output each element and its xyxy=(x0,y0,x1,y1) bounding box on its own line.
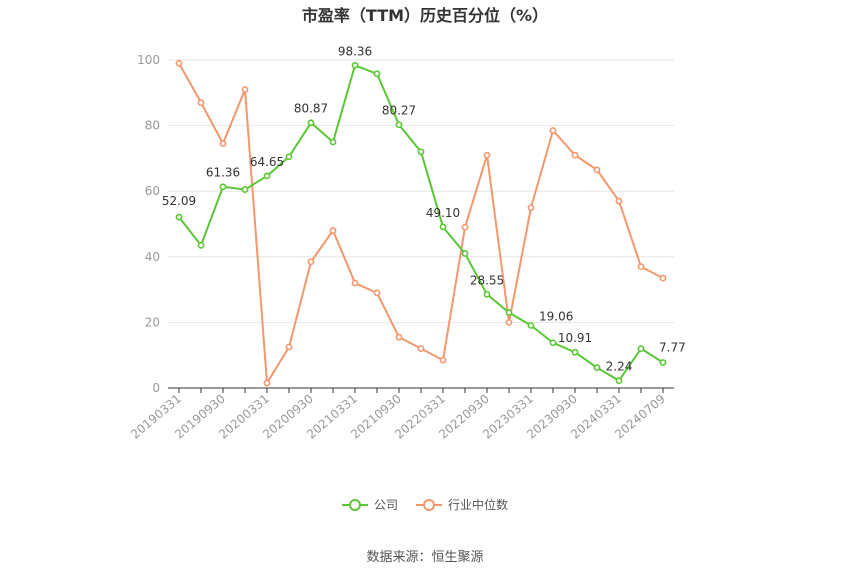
y-tick-label: 20 xyxy=(145,315,160,329)
industry-data-point xyxy=(659,274,667,282)
data-label: 7.77 xyxy=(659,341,686,355)
legend: 公司 行业中位数 xyxy=(0,496,850,513)
company-data-point xyxy=(329,138,337,146)
industry-data-point xyxy=(263,379,271,387)
legend-company-label: 公司 xyxy=(373,498,398,512)
industry-data-point xyxy=(241,86,249,93)
company-data-point xyxy=(307,119,315,127)
industry-data-point xyxy=(483,151,491,159)
company-data-point xyxy=(285,153,293,161)
legend-item-company[interactable]: 公司 xyxy=(341,496,398,513)
y-tick-label: 100 xyxy=(137,53,160,67)
company-data-point xyxy=(439,223,447,231)
company-data-point xyxy=(461,250,469,257)
y-tick-label: 60 xyxy=(145,184,160,198)
company-data-point xyxy=(659,359,667,366)
legend-item-industry-median[interactable]: 行业中位数 xyxy=(416,496,508,513)
y-tick-label: 0 xyxy=(152,381,160,395)
company-data-point xyxy=(593,364,601,372)
data-label: 10.91 xyxy=(558,331,592,345)
data-label: 49.10 xyxy=(426,206,460,220)
company-data-point xyxy=(197,241,205,249)
company-data-point xyxy=(219,183,227,191)
company-data-point xyxy=(175,213,183,221)
industry-data-point xyxy=(351,279,359,287)
company-data-point xyxy=(241,186,249,193)
company-data-point xyxy=(527,322,535,329)
industry-data-point xyxy=(197,99,205,107)
data-label: 2.24 xyxy=(606,360,633,374)
company-data-point xyxy=(417,148,425,156)
company-data-point xyxy=(263,172,271,180)
y-tick-label: 80 xyxy=(145,119,160,133)
data-label: 98.36 xyxy=(338,44,372,58)
industry-data-point xyxy=(615,197,623,205)
company-data-point xyxy=(483,290,491,298)
industry-data-point xyxy=(373,289,381,297)
data-label: 80.27 xyxy=(382,104,416,118)
industry-data-point xyxy=(175,59,183,67)
chart-title: 市盈率（TTM）历史百分位（%） xyxy=(301,6,549,25)
industry-data-point xyxy=(571,151,579,159)
industry-data-point xyxy=(593,166,601,174)
data-label: 52.09 xyxy=(162,194,196,208)
data-label: 19.06 xyxy=(539,309,573,323)
industry-data-point xyxy=(527,204,535,211)
company-data-point xyxy=(351,61,359,69)
data-label: 80.87 xyxy=(294,102,328,116)
company-data-point xyxy=(615,377,623,385)
company-data-point xyxy=(637,345,645,353)
industry-data-point xyxy=(285,343,293,351)
company-data-point xyxy=(395,121,403,129)
data-label: 61.36 xyxy=(206,166,240,180)
company-data-point xyxy=(549,339,557,347)
legend-industry-label: 行业中位数 xyxy=(448,498,509,512)
company-data-point xyxy=(373,70,381,78)
industry-data-point xyxy=(505,318,513,326)
company-data-point xyxy=(505,309,513,316)
data-label: 28.55 xyxy=(470,273,504,287)
industry-data-point xyxy=(307,258,315,266)
industry-data-point xyxy=(395,333,403,341)
industry-data-point xyxy=(461,223,469,231)
industry-data-point xyxy=(549,127,557,134)
legend-industry-marker-icon xyxy=(416,498,442,512)
industry-data-point xyxy=(219,140,227,148)
industry-data-point xyxy=(637,263,645,271)
data-source: 数据来源：恒生聚源 xyxy=(366,550,484,565)
industry-data-point xyxy=(417,345,425,353)
data-label: 64.65 xyxy=(250,155,284,169)
industry-data-point xyxy=(439,356,447,364)
legend-company-marker-icon xyxy=(341,498,368,512)
industry-data-point xyxy=(329,227,337,234)
y-tick-label: 40 xyxy=(145,250,160,264)
company-data-point xyxy=(571,348,579,356)
